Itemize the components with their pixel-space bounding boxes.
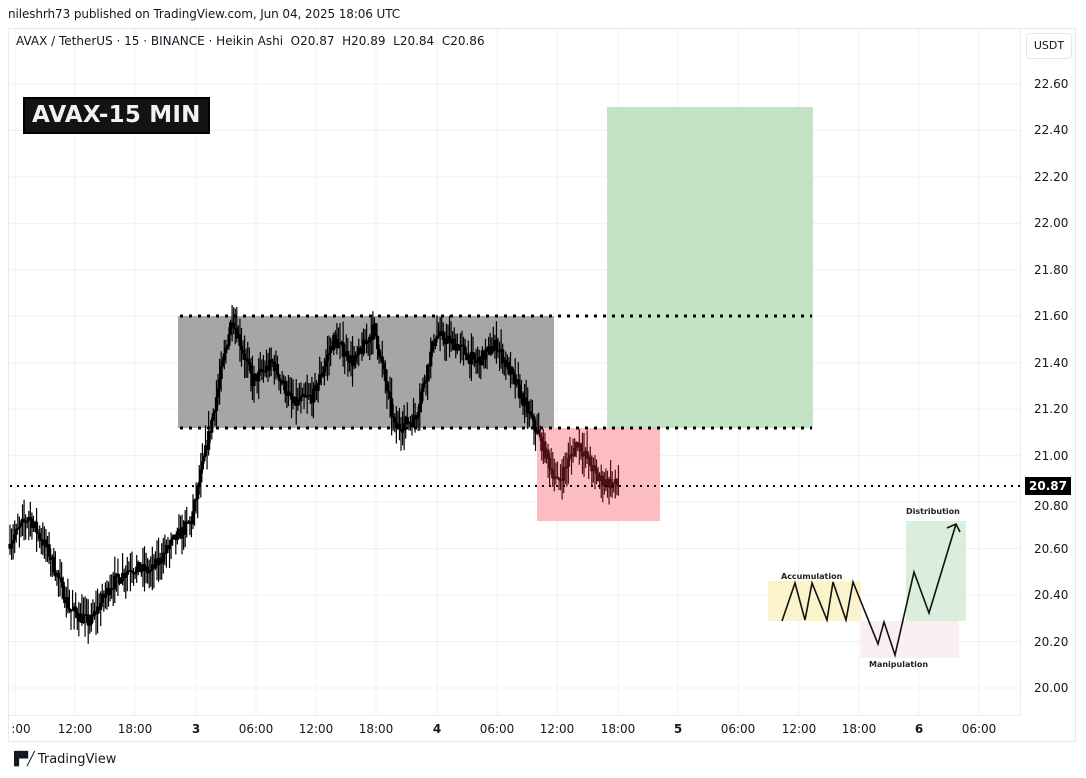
price-tick-label: 20.00 xyxy=(1034,680,1069,695)
time-tick-label: 12:00 xyxy=(781,722,817,736)
price-axis[interactable] xyxy=(1020,28,1077,716)
timeframe-badge: AVAX-15 MIN xyxy=(23,97,210,134)
time-tick-label: :00 xyxy=(11,722,31,736)
ohlc-open: O20.87 xyxy=(290,34,335,48)
ohlc-low: L20.84 xyxy=(393,34,435,48)
symbol-name[interactable]: AVAX / TetherUS · 15 · BINANCE · Heikin … xyxy=(16,34,284,48)
price-tick-label: 21.80 xyxy=(1034,262,1069,277)
time-tick-label: 18:00 xyxy=(600,722,636,736)
manipulation-label: Manipulation xyxy=(869,660,929,669)
accumulation-label: Accumulation xyxy=(781,572,843,581)
time-tick-label: 12:00 xyxy=(298,722,334,736)
time-tick-label: 06:00 xyxy=(238,722,274,736)
price-tick-label: 21.60 xyxy=(1034,309,1069,324)
time-tick-label: 6 xyxy=(914,722,924,736)
time-tick-label: 06:00 xyxy=(479,722,515,736)
arrow-head-icon xyxy=(946,522,961,533)
time-tick-label: 4 xyxy=(432,722,442,736)
amd-price-path xyxy=(781,523,957,658)
time-tick-label: 18:00 xyxy=(117,722,153,736)
time-tick-label: 12:00 xyxy=(539,722,575,736)
price-tick-label: 22.60 xyxy=(1034,77,1069,91)
price-tick-label: 22.00 xyxy=(1034,216,1069,231)
distribution-box xyxy=(906,521,966,621)
current-price-label: 20.87 xyxy=(1025,477,1071,495)
symbol-legend: AVAX / TetherUS · 15 · BINANCE · Heikin … xyxy=(16,34,485,48)
price-tick-label: 21.40 xyxy=(1034,355,1069,370)
price-tick-label: 20.20 xyxy=(1034,634,1069,649)
ohlc-close: C20.86 xyxy=(441,34,485,48)
tradingview-brand-text: TradingView xyxy=(37,752,117,767)
manipulation-box xyxy=(861,621,959,658)
price-tick-label: 22.20 xyxy=(1034,169,1069,184)
price-tick-label: 20.40 xyxy=(1034,588,1069,603)
time-tick-label: 18:00 xyxy=(841,722,877,736)
time-tick-label: 5 xyxy=(673,722,683,736)
time-tick-label: 06:00 xyxy=(961,722,997,736)
consolidation-range-box[interactable] xyxy=(178,316,554,428)
price-tick-label: 21.20 xyxy=(1034,402,1069,417)
publish-info: nileshrh73 published on TradingView.com,… xyxy=(8,7,401,21)
time-tick-label: 18:00 xyxy=(358,722,394,736)
tradingview-logo[interactable]: ▐▀╱ TradingView xyxy=(9,752,116,767)
distribution-label: Distribution xyxy=(906,507,960,516)
time-axis[interactable] xyxy=(8,715,1020,743)
price-tick-label: 20.60 xyxy=(1034,541,1069,556)
price-tick-label: 21.00 xyxy=(1034,448,1069,463)
candlestick-series xyxy=(8,304,621,644)
ohlc-high: H20.89 xyxy=(342,34,386,48)
time-tick-label: 06:00 xyxy=(720,722,756,736)
price-tick-label: 20.80 xyxy=(1034,499,1069,514)
amd-inset-diagram xyxy=(768,521,966,658)
target-zone-box[interactable] xyxy=(607,107,813,428)
time-tick-label: 12:00 xyxy=(57,722,93,736)
currency-button[interactable]: USDT xyxy=(1026,33,1072,59)
chart-frame xyxy=(8,28,1076,742)
price-tick-label: 22.40 xyxy=(1034,123,1069,138)
time-tick-label: 3 xyxy=(191,722,201,736)
tradingview-logo-icon: ▐▀╱ xyxy=(9,752,35,767)
